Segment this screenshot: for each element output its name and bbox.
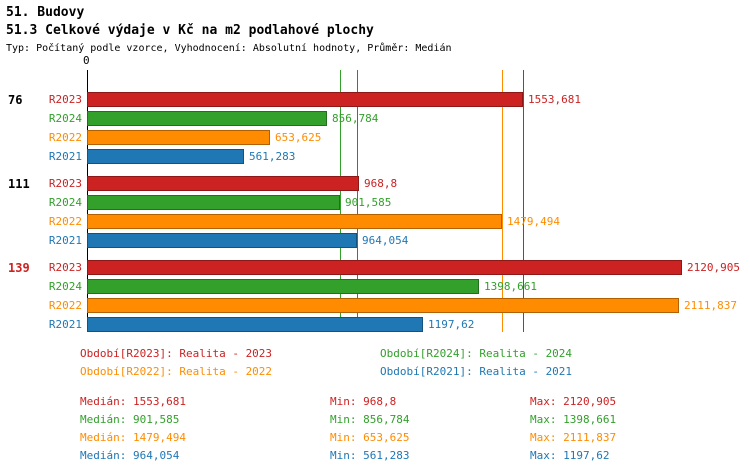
stat-max-R2021: Max: 1197,62	[530, 449, 610, 462]
bar-series-label-R2023: R2023	[48, 177, 82, 190]
bar-value-label: 856,784	[332, 112, 379, 125]
bar-value-label: 901,585	[345, 196, 392, 209]
bar-value-label: 1197,62	[428, 318, 475, 331]
report-meta-line: Typ: Počítaný podle vzorce, Vyhodnocení:…	[6, 43, 452, 54]
bar-R2022	[87, 130, 270, 145]
bar-R2021	[87, 317, 423, 332]
legend-item-R2021: Období[R2021]: Realita - 2021	[380, 365, 573, 378]
bar-value-label: 561,283	[249, 150, 296, 163]
bar-series-label-R2024: R2024	[48, 280, 82, 293]
legend-item-R2024: Období[R2024]: Realita - 2024	[380, 347, 573, 360]
page-title: 51. Budovy	[6, 5, 85, 20]
bar-R2023	[87, 176, 359, 191]
bar-value-label: 2111,837	[684, 299, 737, 312]
bar-value-label: 653,625	[275, 131, 322, 144]
median-line-R2021	[357, 70, 358, 332]
stat-median-R2023: Medián: 1553,681	[80, 395, 186, 408]
bar-series-label-R2024: R2024	[48, 196, 82, 209]
bar-R2024	[87, 195, 340, 210]
bar-series-label-R2021: R2021	[48, 150, 82, 163]
axis-zero-label: 0	[83, 54, 90, 67]
bar-series-label-R2023: R2023	[48, 93, 82, 106]
bar-series-label-R2022: R2022	[48, 299, 82, 312]
bar-series-label-R2024: R2024	[48, 112, 82, 125]
stat-median-R2021: Medián: 964,054	[80, 449, 180, 462]
bar-R2023	[87, 92, 523, 107]
median-line-R2022	[502, 70, 503, 332]
stat-min-R2022: Min: 653,625	[330, 431, 410, 444]
stat-max-R2024: Max: 1398,661	[530, 413, 617, 426]
bar-value-label: 2120,905	[687, 261, 740, 274]
bar-R2021	[87, 233, 357, 248]
bar-series-label-R2023: R2023	[48, 261, 82, 274]
bar-value-label: 1398,661	[484, 280, 537, 293]
stat-min-R2024: Min: 856,784	[330, 413, 410, 426]
stat-min-R2021: Min: 561,283	[330, 449, 410, 462]
bar-R2024	[87, 111, 327, 126]
bar-R2021	[87, 149, 244, 164]
legend-item-R2022: Období[R2022]: Realita - 2022	[80, 365, 273, 378]
stat-min-R2023: Min: 968,8	[330, 395, 397, 408]
bar-R2022	[87, 298, 679, 313]
bar-R2023	[87, 260, 682, 275]
group-value-label: 111	[8, 177, 30, 191]
bar-R2022	[87, 214, 502, 229]
stat-median-R2022: Medián: 1479,494	[80, 431, 186, 444]
group-value-label: 139	[8, 261, 30, 275]
bar-series-label-R2021: R2021	[48, 234, 82, 247]
stat-median-R2024: Medián: 901,585	[80, 413, 180, 426]
bar-series-label-R2022: R2022	[48, 131, 82, 144]
bar-value-label: 968,8	[364, 177, 398, 190]
legend-item-R2023: Období[R2023]: Realita - 2023	[80, 347, 273, 360]
bar-series-label-R2021: R2021	[48, 318, 82, 331]
bar-R2024	[87, 279, 479, 294]
bar-series-label-R2022: R2022	[48, 215, 82, 228]
median-line-R2024	[340, 70, 341, 332]
bar-value-label: 964,054	[362, 234, 409, 247]
bar-value-label: 1553,681	[528, 93, 581, 106]
page-subtitle: 51.3 Celkové výdaje v Kč na m2 podlahové…	[6, 23, 374, 38]
median-line-R2023	[523, 70, 524, 332]
bar-value-label: 1479,494	[507, 215, 560, 228]
stat-max-R2023: Max: 2120,905	[530, 395, 617, 408]
stat-max-R2022: Max: 2111,837	[530, 431, 617, 444]
group-value-label: 76	[8, 93, 23, 107]
